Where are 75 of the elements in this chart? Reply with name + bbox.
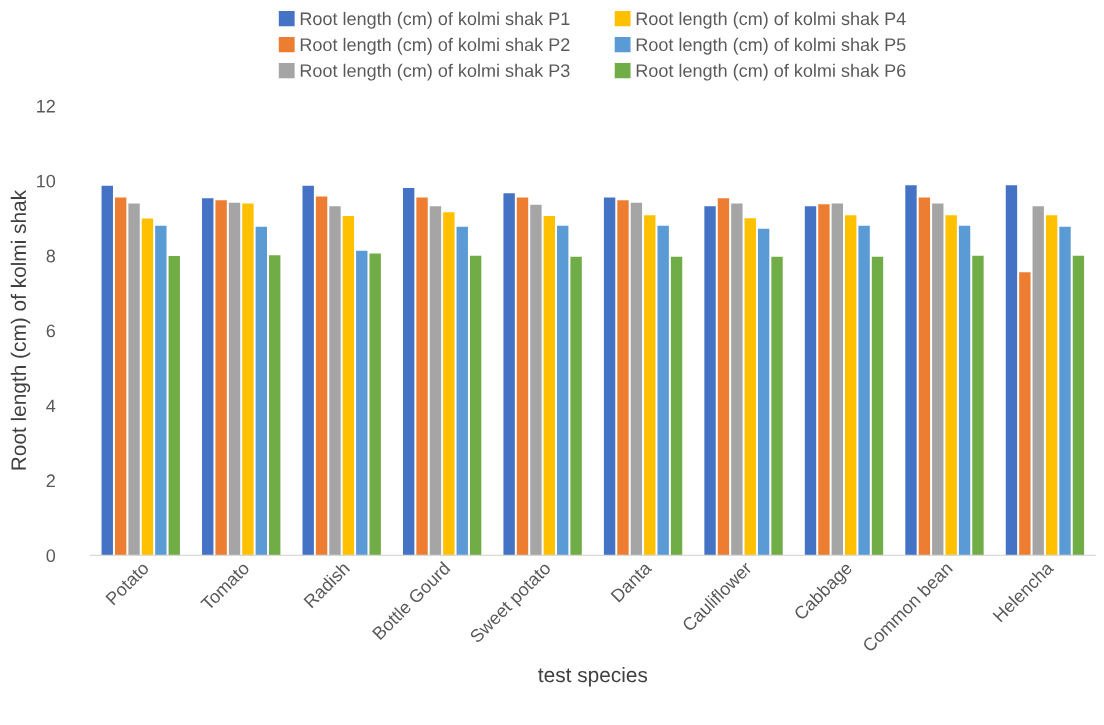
bar: [644, 215, 656, 556]
bar: [704, 206, 716, 556]
bar: [972, 255, 984, 556]
bar: [1072, 255, 1085, 556]
bar: [269, 255, 281, 556]
legend-label: Root length (cm) of kolmi shak P2: [300, 37, 570, 55]
bar: [302, 185, 314, 556]
bar: [731, 203, 743, 556]
bar: [958, 225, 971, 556]
bar: [905, 185, 917, 556]
bar: [315, 196, 328, 556]
bar: [215, 200, 227, 556]
bar: [456, 226, 468, 556]
bar: [630, 202, 643, 556]
bar: [845, 215, 857, 556]
legend-label: Root length (cm) of kolmi shak P5: [636, 37, 906, 55]
y-tick-label: 10: [37, 174, 56, 188]
bar: [530, 204, 542, 556]
y-tick-label: 12: [37, 99, 55, 113]
y-tick-label: 6: [46, 324, 56, 338]
bar: [114, 197, 127, 556]
bar: [516, 197, 529, 556]
bar: [429, 206, 442, 556]
legend-label: Root length (cm) of kolmi shak P6: [636, 63, 906, 81]
bar: [1019, 272, 1031, 556]
bar: [168, 256, 180, 556]
bar: [858, 225, 870, 556]
y-tick-label: 0: [46, 549, 56, 563]
y-tick-label: 8: [46, 249, 56, 263]
bar: [557, 225, 569, 556]
x-axis-title: test species: [538, 666, 648, 687]
bar: [342, 215, 355, 556]
bar: [818, 204, 830, 556]
bar: [570, 256, 582, 556]
y-tick-label: 2: [46, 474, 55, 487]
legend-label: Root length (cm) of kolmi shak P1: [300, 11, 570, 29]
bar: [603, 197, 616, 556]
bar: [402, 187, 415, 556]
bar: [128, 203, 140, 556]
bar: [871, 256, 884, 556]
bar: [469, 255, 482, 556]
bar: [717, 198, 730, 556]
bar: [443, 212, 455, 556]
bar: [670, 256, 683, 556]
bar: [657, 225, 669, 556]
bar: [356, 250, 368, 556]
bar: [228, 202, 241, 556]
bar: [101, 185, 113, 556]
bar: [932, 203, 944, 556]
bar: [155, 225, 167, 556]
bar: [242, 203, 254, 556]
bar: [543, 215, 556, 556]
y-axis-title: Root length (cm) of kolmi shak: [10, 189, 31, 470]
bar: [329, 206, 341, 556]
bar: [757, 228, 770, 556]
bar: [141, 218, 154, 556]
bar: [771, 256, 783, 556]
y-tick-label: 4: [46, 399, 56, 413]
legend-label: Root length (cm) of kolmi shak P4: [636, 11, 906, 29]
bar: [617, 200, 629, 556]
bar: [255, 226, 268, 556]
bar: [1059, 226, 1071, 556]
bar: [1045, 215, 1058, 556]
bar: [744, 218, 756, 556]
bar: [369, 253, 381, 556]
bar: [416, 197, 428, 556]
legend-label: Root length (cm) of kolmi shak P3: [300, 63, 570, 81]
bar: [202, 198, 214, 556]
bar: [945, 215, 957, 556]
bar: [831, 203, 843, 556]
bar: [804, 206, 817, 556]
bar: [1005, 185, 1018, 556]
bar: [503, 193, 515, 556]
bar: [1032, 206, 1044, 556]
bar: [918, 197, 931, 556]
